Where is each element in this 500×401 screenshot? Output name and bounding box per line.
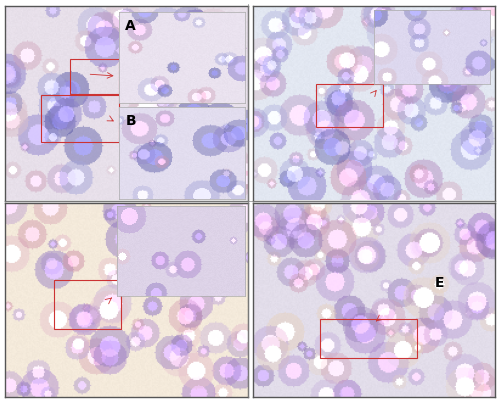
Text: C: C [434, 16, 444, 30]
Bar [320, 319, 418, 358]
Text: A: A [126, 19, 136, 33]
Text: B: B [126, 114, 136, 128]
Bar [42, 95, 119, 142]
Bar [54, 280, 122, 329]
Text: E: E [434, 276, 444, 290]
Text: D: D [119, 212, 130, 226]
Bar [70, 59, 119, 93]
Bar [316, 84, 384, 127]
